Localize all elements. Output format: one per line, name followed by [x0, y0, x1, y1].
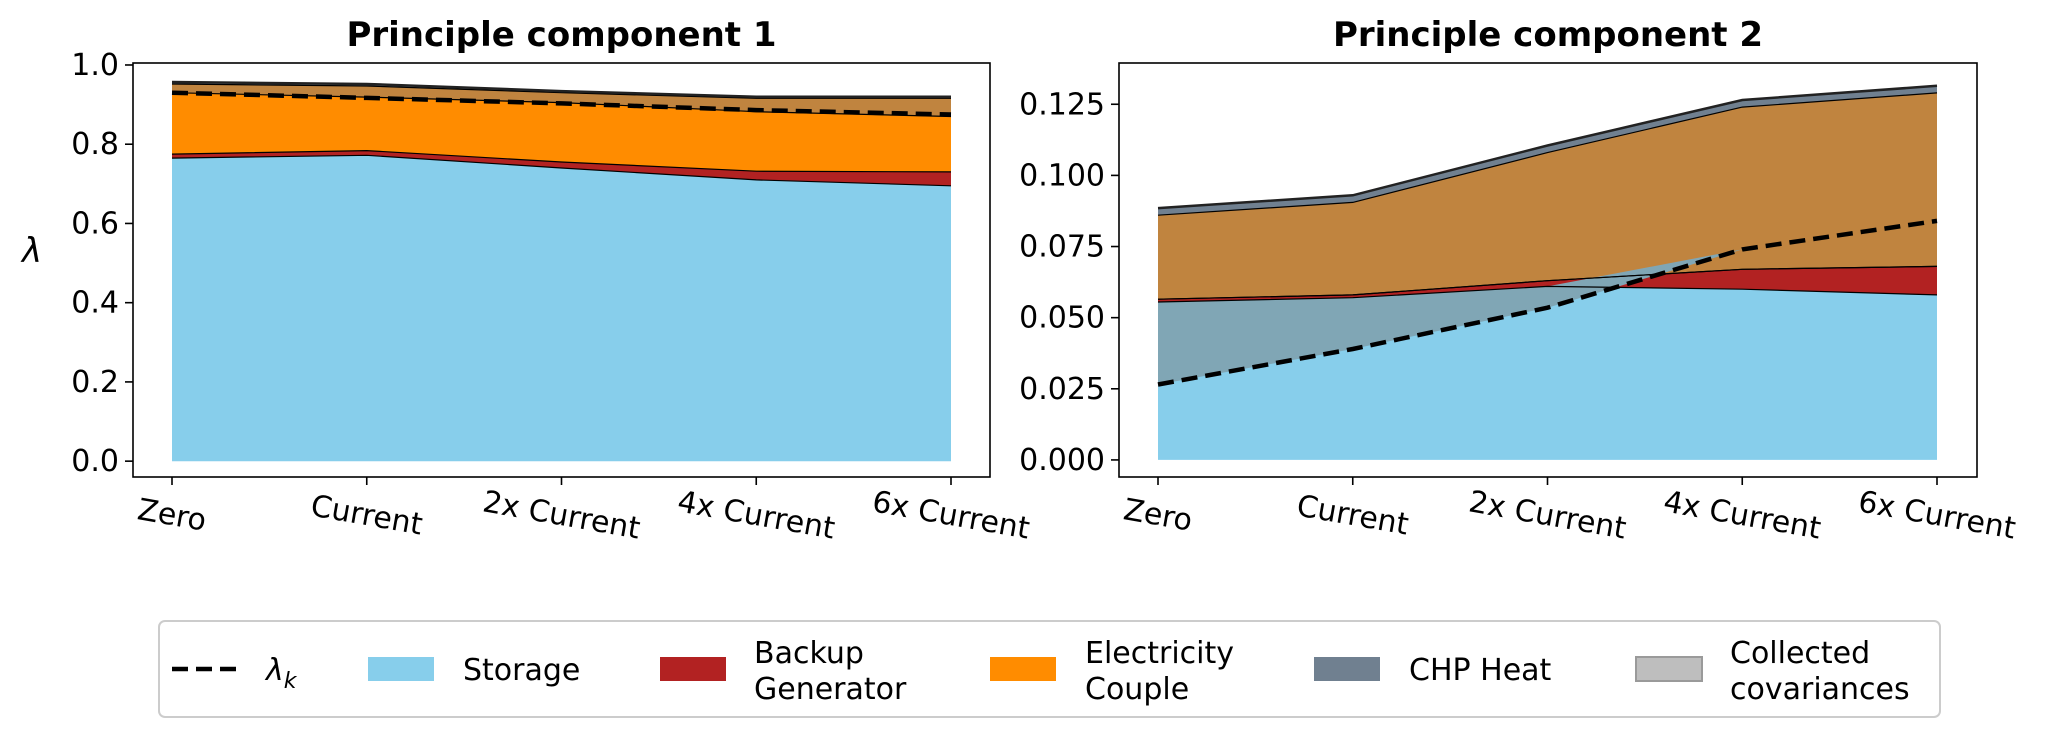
y-tick-label: 1.0	[71, 48, 119, 83]
lambda-k-line	[171, 90, 952, 117]
area-edge-top	[1157, 84, 1938, 210]
legend-label-lambda: λk	[264, 653, 298, 694]
y-tick-label: 0.075	[1019, 230, 1105, 265]
lambda-k-line	[1157, 218, 1938, 387]
area-electricity-couple	[172, 92, 951, 172]
area-backup-generator	[172, 150, 951, 186]
y-tick-label: 0.050	[1019, 301, 1105, 336]
y-tick-label: 0.000	[1019, 443, 1105, 478]
x-tick-label: 4x Current	[675, 484, 838, 546]
legend-label-collected: Collected	[1730, 636, 1870, 671]
y-tick-label: 0.8	[71, 127, 119, 162]
area-edge-2	[171, 149, 952, 173]
legend-label-backup: Backup	[754, 636, 864, 671]
legend-handle-elec	[990, 657, 1056, 681]
x-tick-label: Zero	[1121, 492, 1195, 538]
area-edge-4	[1157, 92, 1938, 216]
area-backup-generator	[1158, 266, 1937, 302]
x-tick-label: 4x Current	[1661, 484, 1824, 546]
legend-handle-collected	[1635, 656, 1703, 682]
y-tick-label: 0.125	[1019, 87, 1105, 122]
area-edge-3	[1157, 265, 1938, 300]
area-edge-1	[171, 154, 952, 187]
chart-panel-1: 0.0 0.2 0.4 0.6 0.8 1.0 Zero Current 2x Current 4…	[20, 15, 1033, 547]
x-tick-label: 6x Current	[870, 484, 1033, 546]
legend-label-lambda-main: λ	[264, 653, 284, 688]
legend-label-storage: Storage	[463, 653, 580, 688]
x-tick-label: Zero	[135, 492, 209, 538]
area-storage	[172, 155, 951, 462]
legend-label-backup: Generator	[754, 672, 907, 707]
y-tick-label: 0.2	[71, 365, 119, 400]
area-edge-4	[171, 83, 951, 99]
chart-title: Principle component 1	[346, 15, 776, 55]
x-tick-label: Current	[308, 488, 425, 542]
y-tick-label: 0.6	[71, 206, 119, 241]
legend-label-lambda-sub: k	[284, 669, 298, 694]
x-tick-label: 6x Current	[1856, 484, 2019, 546]
legend-label-collected: covariances	[1730, 672, 1910, 707]
legend-handle-storage	[368, 657, 434, 681]
legend-label-elec: Electricity	[1085, 636, 1234, 671]
x-tick-label: Current	[1294, 488, 1411, 542]
y-tick-label: 0.100	[1019, 158, 1105, 193]
y-tick-label: 0.025	[1019, 372, 1105, 407]
legend-handle-backup	[660, 657, 726, 681]
area-edge-1	[1157, 285, 1938, 303]
legend-label-chp: CHP Heat	[1409, 653, 1552, 688]
area-chp-heat	[1158, 85, 1937, 216]
chart-panel-2: 0.000 0.025 0.050 0.075 0.100 0.125 Zero Curren…	[1019, 15, 2018, 547]
y-tick-label: 0.4	[71, 286, 119, 321]
legend-label-elec: Couple	[1085, 672, 1189, 707]
y-axis-label: λ	[20, 231, 42, 271]
x-tick-label: 2x Current	[480, 484, 643, 546]
area-collected-overlay	[1158, 220, 1937, 385]
y-tick-label: 0.0	[71, 444, 119, 479]
legend-handle-chp	[1314, 657, 1380, 681]
area-edge-top	[171, 80, 951, 98]
chart-title: Principle component 2	[1333, 15, 1763, 55]
x-tick-label: 2x Current	[1466, 484, 1629, 546]
